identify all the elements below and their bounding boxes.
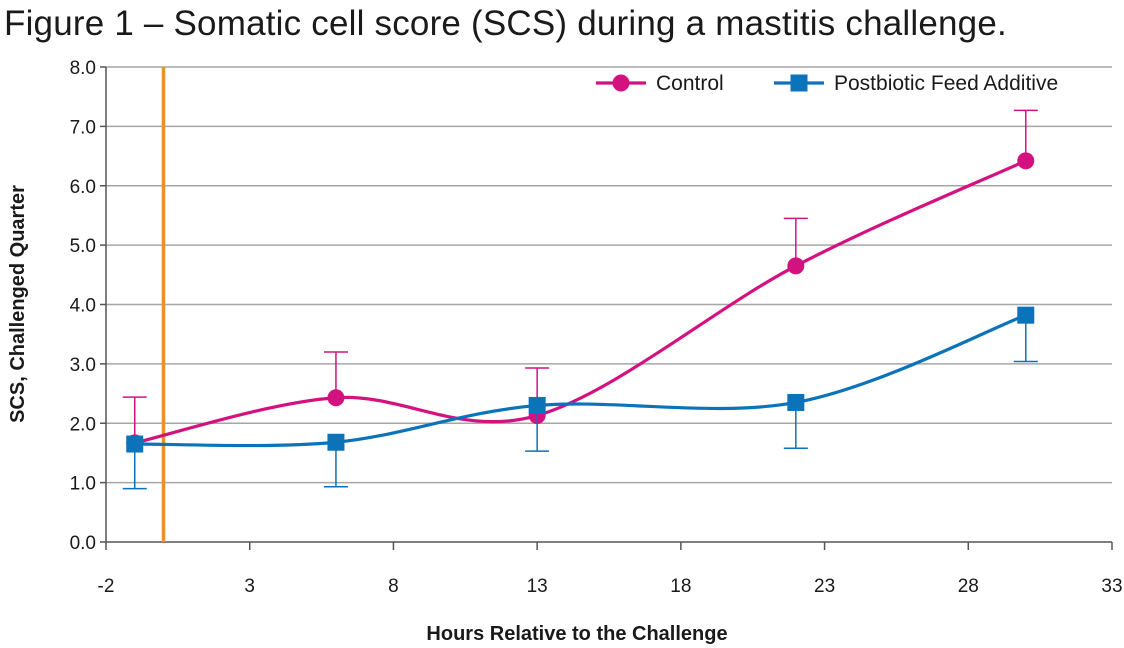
y-tick-label: 5.0	[70, 236, 96, 257]
x-tick-label: 28	[958, 576, 979, 597]
y-tick-label: 0.0	[70, 533, 96, 554]
data-point-postbiotic	[787, 393, 805, 411]
y-tick-label: 8.0	[70, 58, 96, 79]
series-line-postbiotic	[134, 313, 1027, 448]
legend-marker-control	[612, 74, 630, 92]
data-point-postbiotic	[528, 396, 546, 414]
axes: 0.0 1.0 2.0 3.0 4.0 5.0 6.0 7.0 8.0 -2 3 8 13 18 23 28 3…	[70, 58, 1123, 597]
y-axis-title: SCS, Challenged Quarter	[7, 185, 29, 423]
legend-item-control: Control	[596, 72, 724, 95]
x-tick-label: 8	[388, 576, 399, 597]
y-tick-label: 2.0	[70, 414, 96, 435]
y-tick-label: 4.0	[70, 296, 96, 317]
data-point-control	[787, 257, 805, 275]
x-tick-label: 3	[244, 576, 255, 597]
y-tick-label: 6.0	[70, 177, 96, 198]
data-point-control	[327, 389, 345, 407]
series-control	[122, 109, 1038, 452]
legend-item-postbiotic: Postbiotic Feed Additive	[774, 72, 1058, 95]
x-tick-label: 23	[814, 576, 835, 597]
legend-label-control: Control	[656, 72, 724, 95]
y-tick-label: 1.0	[70, 474, 96, 495]
data-point-postbiotic	[126, 435, 144, 453]
data-point-postbiotic	[1017, 306, 1035, 324]
legend: Control Postbiotic Feed Additive	[596, 72, 1058, 95]
series-line-control	[134, 159, 1027, 445]
x-tick-label: 18	[670, 576, 691, 597]
data-series	[122, 109, 1038, 490]
legend-marker-postbiotic	[790, 74, 808, 92]
series-postbiotic	[122, 306, 1038, 490]
y-tick-label: 3.0	[70, 355, 96, 376]
data-point-postbiotic	[327, 433, 345, 451]
x-tick-label: 13	[527, 576, 548, 597]
chart-title: Figure 1 – Somatic cell score (SCS) duri…	[4, 4, 1007, 43]
y-tick-label: 7.0	[70, 117, 96, 138]
x-tick-label: -2	[98, 576, 115, 597]
data-point-control	[1017, 152, 1035, 170]
legend-label-postbiotic: Postbiotic Feed Additive	[834, 72, 1058, 95]
x-tick-label: 33	[1101, 576, 1122, 597]
x-axis-title: Hours Relative to the Challenge	[426, 623, 727, 645]
grid-lines	[106, 66, 1112, 484]
